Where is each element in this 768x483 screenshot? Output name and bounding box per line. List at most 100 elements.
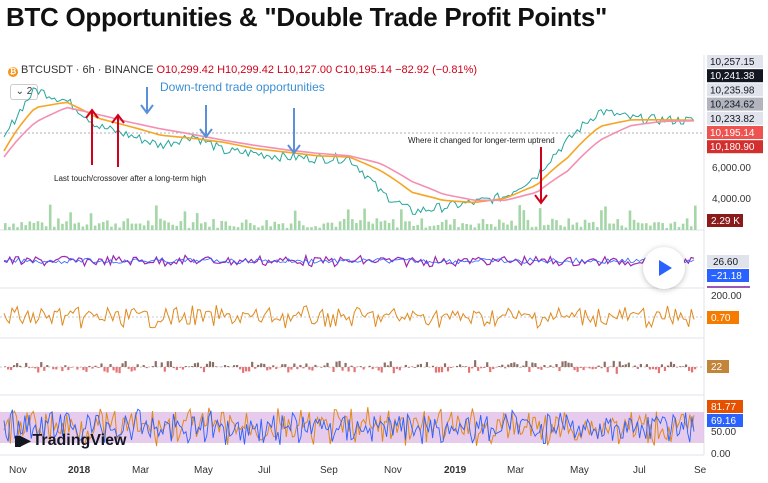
histogram-bar: [293, 363, 296, 367]
histogram-bar: [193, 363, 197, 367]
volume-bar: [616, 219, 620, 230]
histogram-bar: [474, 360, 477, 367]
histogram-bar: [281, 364, 284, 367]
histogram-bar: [37, 367, 40, 373]
histogram-bar: [326, 362, 329, 367]
time-tick-label: Jul: [633, 465, 646, 476]
histogram-bar: [127, 367, 130, 369]
price-tag: 10,234.62: [707, 97, 763, 111]
histogram-bar: [350, 365, 353, 367]
volume-bar: [485, 223, 489, 230]
histogram-bar: [323, 365, 326, 367]
histogram-bar: [211, 362, 215, 367]
volume-bar: [400, 209, 403, 230]
price-scale-label: 4,000.00: [712, 194, 751, 205]
volume-bar: [36, 221, 40, 230]
histogram-bar: [232, 365, 236, 367]
volume-bar: [20, 222, 23, 230]
histogram-bar: [537, 367, 540, 369]
volume-bar: [126, 218, 130, 230]
volume-bar: [236, 227, 240, 230]
histogram-bar: [34, 367, 37, 369]
time-tick-label: May: [194, 465, 213, 476]
histogram-bar: [296, 367, 299, 370]
histogram-bar: [184, 366, 187, 367]
histogram-bar: [190, 366, 194, 367]
histogram-bar: [305, 363, 308, 367]
histogram-bar: [245, 367, 248, 372]
chart-title: BTC Opportunities & "Double Trade Profit…: [6, 2, 608, 32]
price-chart[interactable]: Down-trend trade opportunities Last touc…: [0, 55, 768, 483]
histogram-bar: [483, 367, 486, 368]
volume-bar: [453, 219, 456, 230]
arrows: [85, 87, 548, 205]
ind1-tag-label-1: 26.60: [713, 257, 738, 268]
volume-bar: [285, 227, 289, 230]
histogram-bar: [109, 364, 112, 367]
histogram-bar: [636, 367, 639, 370]
volume-bar: [334, 226, 338, 230]
histogram-bar: [480, 367, 483, 369]
close-value: C10,195.14: [335, 64, 393, 76]
histogram-bar: [251, 361, 254, 367]
histogram-bar: [226, 366, 230, 367]
histogram-bar: [353, 367, 356, 373]
histogram-bar: [471, 367, 474, 369]
volume-bar: [138, 223, 142, 230]
histogram-bar: [163, 367, 166, 372]
histogram-bar: [528, 367, 531, 372]
histogram-bar: [492, 367, 495, 370]
volume-bar: [673, 221, 677, 230]
histogram-bar: [341, 367, 344, 371]
volume-bar: [150, 225, 154, 230]
open-value: O10,299.42: [156, 64, 215, 76]
volume-bar: [620, 225, 624, 230]
time-tick-label: Nov: [384, 465, 402, 476]
histogram-bar: [97, 367, 100, 368]
volume-bar: [522, 210, 526, 230]
volume-bar: [175, 225, 179, 230]
volume-bar: [248, 223, 252, 230]
play-button[interactable]: [643, 247, 685, 289]
volume-bar: [57, 218, 60, 230]
histogram-bar: [368, 365, 371, 367]
symbol-label[interactable]: BTCUSDT · 6h · BINANCE: [21, 64, 154, 76]
volume-bar: [506, 224, 509, 230]
histogram-bar: [660, 364, 664, 367]
volume-bar: [216, 227, 219, 230]
histogram-bar: [558, 367, 561, 372]
histogram-bar: [100, 363, 103, 367]
price-scale-label: 6,000.00: [712, 163, 751, 174]
volume-bar: [387, 222, 391, 230]
volume-bar: [498, 219, 501, 230]
histogram-bar: [389, 361, 392, 367]
volume-bar: [204, 222, 207, 230]
volume-bar: [632, 219, 636, 230]
volume-bar: [195, 213, 199, 230]
histogram-bar: [627, 362, 630, 367]
histogram-bar: [275, 367, 278, 370]
histogram-bar: [359, 366, 362, 367]
annotation-changed: Where it changed for longer-term uptrend: [408, 136, 555, 145]
price-tag-label: 10,234.62: [710, 100, 755, 111]
volume-bar: [567, 218, 571, 230]
time-tick-label: Mar: [132, 465, 150, 476]
osc2-line: [3, 305, 695, 329]
histogram-bar: [395, 367, 398, 369]
histogram-bar: [64, 365, 67, 367]
price-tag-bg: [707, 69, 763, 83]
histogram-bar: [534, 363, 537, 367]
price-tag-bg: [707, 97, 763, 111]
volume-bar: [612, 223, 615, 230]
low-value: L10,127.00: [277, 64, 333, 76]
volume-bar: [224, 221, 228, 230]
histogram-bar: [591, 367, 594, 370]
histogram-bar: [115, 367, 118, 373]
histogram-bar: [498, 366, 501, 367]
ind4-tag-bg-2: [707, 414, 743, 427]
histogram-bar: [118, 367, 121, 374]
volume-bar: [591, 221, 595, 230]
histogram-bar: [648, 367, 652, 370]
histogram-bar: [19, 365, 22, 367]
stoch-line-blue: [3, 408, 695, 445]
